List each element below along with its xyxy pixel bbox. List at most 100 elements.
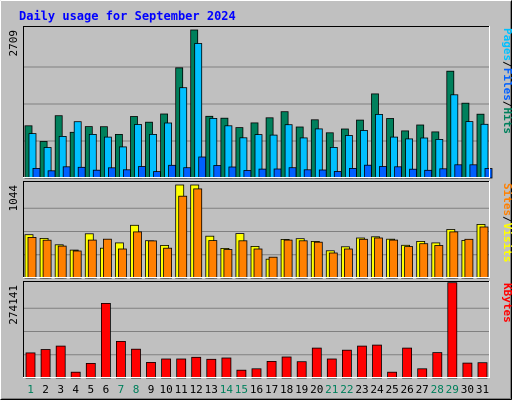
hits-bar-pages-19: [303, 169, 312, 179]
x-tick-label-19: 19: [295, 383, 308, 396]
visits-bar-sites-11: [178, 195, 188, 279]
hits-bar-pages-31: [484, 168, 493, 179]
kbytes-bar-kbytes-10: [161, 358, 172, 379]
hits-bar-pages-24: [379, 166, 387, 179]
hits-bar-pages-4: [77, 166, 86, 179]
hits-bar-pages-25: [394, 166, 403, 179]
visits-bar-sites-21: [328, 252, 338, 279]
visits-bar-sites-18: [283, 239, 293, 279]
x-tick-label-6: 6: [103, 383, 110, 396]
hits-bar-pages-26: [409, 168, 418, 179]
hits-bar-pages-14: [228, 166, 237, 179]
kbytes-bar-kbytes-13: [206, 358, 217, 379]
kbytes-bar-kbytes-23: [357, 345, 367, 379]
hits-legend-hits: Hits: [501, 108, 512, 135]
kbytes-bar-kbytes-31: [477, 362, 488, 379]
kbytes-bar-kbytes-8: [131, 348, 141, 379]
hits-bar-pages-8: [138, 166, 146, 179]
kbytes-bar-kbytes-17: [266, 360, 277, 379]
x-tick-label-11: 11: [175, 383, 188, 396]
visits-bar-sites-25: [389, 239, 399, 279]
kbytes-bar-kbytes-19: [296, 361, 307, 379]
hits-bar-pages-16: [258, 168, 267, 179]
x-tick-label-16: 16: [250, 383, 263, 396]
hits-bar-pages-13: [213, 165, 222, 179]
hits-legend-separator: /: [501, 61, 512, 68]
kbytes-bar-kbytes-22: [341, 349, 352, 379]
visits-bar-sites-24: [374, 237, 383, 279]
visits-bar-sites-19: [298, 240, 308, 279]
x-tick-label-21: 21: [325, 383, 338, 396]
x-tick-label-2: 2: [42, 383, 49, 396]
hits-max-label: 2709: [7, 30, 20, 57]
kbytes-bar-kbytes-16: [251, 368, 262, 379]
kbytes-bar-kbytes-26: [402, 347, 413, 379]
hits-legend-separator: /: [501, 101, 512, 108]
kbytes-bar-kbytes-20: [311, 347, 322, 379]
hits-bar-pages-11: [183, 167, 192, 179]
x-tick-label-17: 17: [265, 383, 278, 396]
x-tick-label-8: 8: [133, 383, 140, 396]
kbytes-bar-kbytes-15: [236, 369, 247, 379]
hits-bar-pages-12: [198, 156, 207, 179]
visits-bar-sites-26: [404, 246, 414, 279]
visits-bar-sites-12: [193, 188, 203, 279]
hits-legend-pages: Pages: [501, 28, 512, 61]
x-tick-label-26: 26: [400, 383, 413, 396]
visits-bar-sites-5: [87, 239, 97, 279]
kbytes-bar-kbytes-1: [25, 352, 36, 379]
hits-bar-pages-2: [47, 170, 56, 179]
x-tick-label-31: 31: [476, 383, 489, 396]
x-tick-label-10: 10: [159, 383, 172, 396]
visits-bar-sites-28: [434, 245, 444, 279]
x-tick-label-7: 7: [118, 383, 125, 396]
x-tick-label-5: 5: [87, 383, 94, 396]
x-tick-label-25: 25: [385, 383, 398, 396]
x-tick-label-24: 24: [370, 383, 384, 396]
kbytes-max-label: 274141: [7, 285, 20, 325]
visits-bar-sites-20: [313, 241, 323, 279]
x-tick-label-23: 23: [355, 383, 368, 396]
hits-bar-pages-30: [469, 164, 478, 179]
hits-bar-pages-3: [62, 166, 71, 179]
visits-bar-sites-2: [42, 239, 52, 279]
visits-legend-sites: Sites: [501, 183, 512, 216]
visits-bar-sites-4: [72, 250, 82, 279]
visits-bar-sites-3: [57, 245, 67, 279]
visits-bar-sites-23: [359, 238, 368, 279]
kbytes-bar-kbytes-9: [146, 361, 156, 379]
hits-bar-pages-6: [108, 167, 116, 179]
visits-bar-sites-17: [268, 256, 278, 279]
kbytes-bar-kbytes-14: [221, 357, 232, 379]
kbytes-bar-kbytes-30: [462, 362, 473, 379]
visits-bar-sites-13: [208, 240, 218, 279]
kbytes-bar-kbytes-2: [40, 349, 51, 379]
visits-legend-visits: Visits: [501, 223, 512, 263]
chart-title: Daily usage for September 2024: [19, 9, 236, 23]
x-tick-label-27: 27: [416, 383, 429, 396]
x-tick-label-30: 30: [461, 383, 474, 396]
hits-legend-label: Pages/Files/Hits: [501, 28, 512, 134]
visits-legend-label: Sites/Visits: [501, 183, 512, 263]
x-tick-label-4: 4: [72, 383, 79, 396]
kbytes-bar-kbytes-5: [85, 362, 96, 379]
kbytes-legend-kbytes: KBytes: [501, 283, 512, 323]
x-tick-label-22: 22: [340, 383, 353, 396]
hits-bar-pages-27: [424, 169, 433, 179]
visits-bar-sites-31: [479, 226, 489, 279]
visits-bar-sites-8: [133, 231, 142, 279]
hits-bar-pages-29: [454, 164, 463, 179]
hits-legend-files: Files: [501, 68, 512, 101]
hits-bar-pages-17: [273, 168, 282, 179]
x-tick-label-20: 20: [310, 383, 323, 396]
hits-bar-pages-15: [243, 170, 252, 179]
x-tick-label-28: 28: [431, 383, 444, 396]
visits-legend-separator: /: [501, 216, 512, 223]
x-axis-labels: 1 2 3 4 5 6 7 8 9 10 11 12 13 14 15 16 17 18 19 20 21 22 23 24 2…: [27, 383, 489, 396]
x-tick-label-3: 3: [57, 383, 64, 396]
chart-panels: 2709Pages/Files/Hits1044Sites/Visits2741…: [7, 26, 512, 379]
kbytes-bar-kbytes-27: [417, 368, 428, 379]
kbytes-bar-kbytes-7: [116, 340, 126, 379]
visits-bar-sites-7: [118, 248, 127, 279]
